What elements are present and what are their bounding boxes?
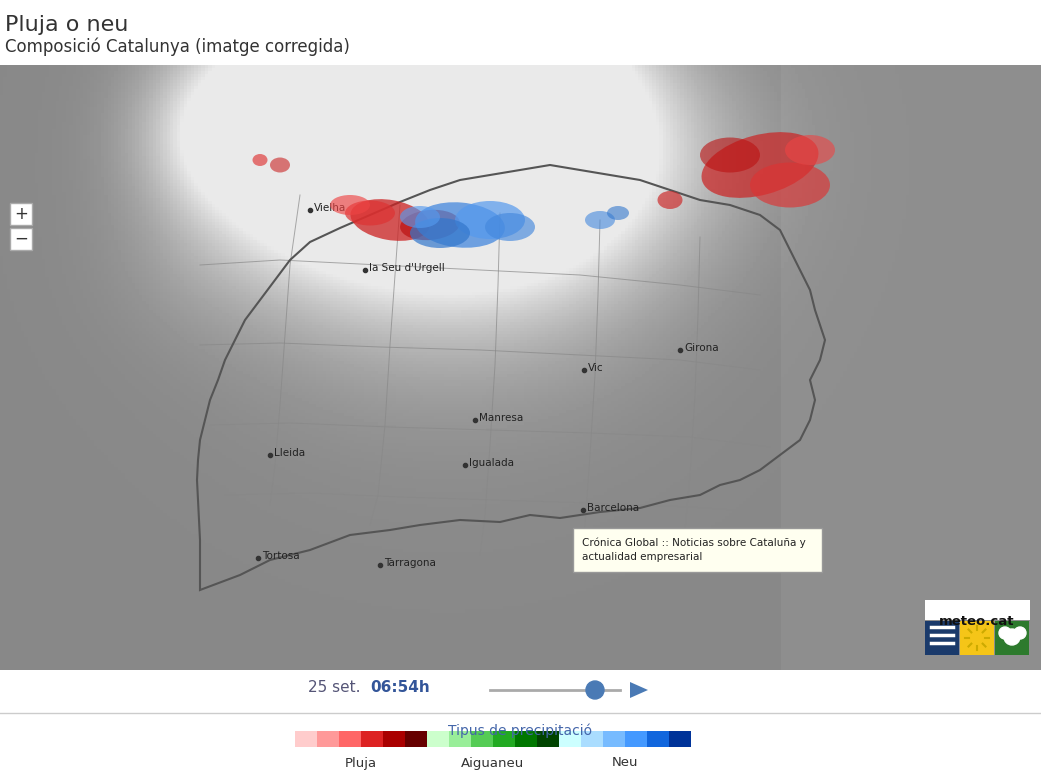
- Text: Aiguaneu: Aiguaneu: [461, 756, 525, 770]
- Text: Girona: Girona: [684, 343, 718, 353]
- Ellipse shape: [270, 157, 290, 173]
- Bar: [493, 731, 515, 747]
- Bar: [648, 731, 669, 747]
- Bar: [669, 731, 691, 747]
- Bar: [995, 621, 1029, 655]
- Text: Lleida: Lleida: [274, 448, 305, 458]
- Text: la Seu d'Urgell: la Seu d'Urgell: [369, 263, 445, 273]
- Text: −: −: [15, 230, 28, 248]
- Circle shape: [999, 627, 1011, 639]
- Ellipse shape: [658, 191, 683, 209]
- Text: Manresa: Manresa: [479, 413, 524, 423]
- Ellipse shape: [750, 163, 830, 208]
- Bar: [427, 731, 449, 747]
- Text: actualidad empresarial: actualidad empresarial: [582, 552, 703, 562]
- FancyBboxPatch shape: [10, 228, 32, 250]
- Bar: [318, 731, 339, 747]
- Text: Composició Catalunya (imatge corregida): Composició Catalunya (imatge corregida): [5, 37, 350, 56]
- Ellipse shape: [700, 137, 760, 173]
- Text: 25 set.: 25 set.: [308, 680, 365, 695]
- Bar: [960, 621, 994, 655]
- FancyBboxPatch shape: [10, 203, 32, 225]
- Bar: [449, 731, 471, 747]
- Text: +: +: [15, 205, 28, 223]
- Circle shape: [1004, 629, 1020, 645]
- Text: Tortosa: Tortosa: [262, 551, 300, 561]
- Ellipse shape: [702, 132, 818, 198]
- Text: Barcelona: Barcelona: [587, 503, 639, 513]
- Ellipse shape: [400, 206, 440, 228]
- Text: meteo.cat: meteo.cat: [939, 615, 1015, 628]
- Ellipse shape: [330, 195, 370, 215]
- Text: Neu: Neu: [612, 756, 638, 770]
- Ellipse shape: [410, 218, 469, 248]
- Ellipse shape: [415, 202, 505, 248]
- Bar: [603, 731, 625, 747]
- Bar: [925, 621, 959, 655]
- Bar: [625, 731, 648, 747]
- Ellipse shape: [585, 211, 615, 229]
- Bar: [383, 731, 405, 747]
- Bar: [581, 731, 603, 747]
- Ellipse shape: [345, 201, 395, 226]
- Bar: [361, 731, 383, 747]
- Ellipse shape: [485, 213, 535, 241]
- Bar: [925, 600, 1030, 620]
- Bar: [515, 731, 537, 747]
- Ellipse shape: [785, 135, 835, 165]
- Text: Vielha: Vielha: [314, 203, 347, 213]
- Bar: [537, 731, 559, 747]
- Text: Tipus de precipitació: Tipus de precipitació: [448, 723, 592, 738]
- FancyBboxPatch shape: [573, 528, 822, 572]
- Text: Pluja o neu: Pluja o neu: [5, 15, 128, 35]
- Bar: [405, 731, 427, 747]
- Text: 06:54h: 06:54h: [370, 680, 430, 695]
- Ellipse shape: [400, 210, 460, 240]
- Bar: [339, 731, 361, 747]
- Text: Vic: Vic: [588, 363, 604, 373]
- Circle shape: [1014, 627, 1026, 639]
- Text: Crónica Global :: Noticias sobre Cataluña y: Crónica Global :: Noticias sobre Cataluñ…: [582, 538, 806, 549]
- Polygon shape: [630, 682, 648, 698]
- Bar: [471, 731, 493, 747]
- Ellipse shape: [351, 199, 430, 241]
- Bar: [295, 731, 318, 747]
- Bar: [559, 731, 581, 747]
- Ellipse shape: [455, 201, 525, 239]
- Ellipse shape: [607, 206, 629, 220]
- Text: Tarragona: Tarragona: [384, 558, 436, 568]
- Text: Pluja: Pluja: [345, 756, 377, 770]
- Text: Igualada: Igualada: [469, 458, 514, 468]
- Circle shape: [970, 631, 984, 645]
- Circle shape: [586, 681, 604, 699]
- Ellipse shape: [253, 154, 268, 166]
